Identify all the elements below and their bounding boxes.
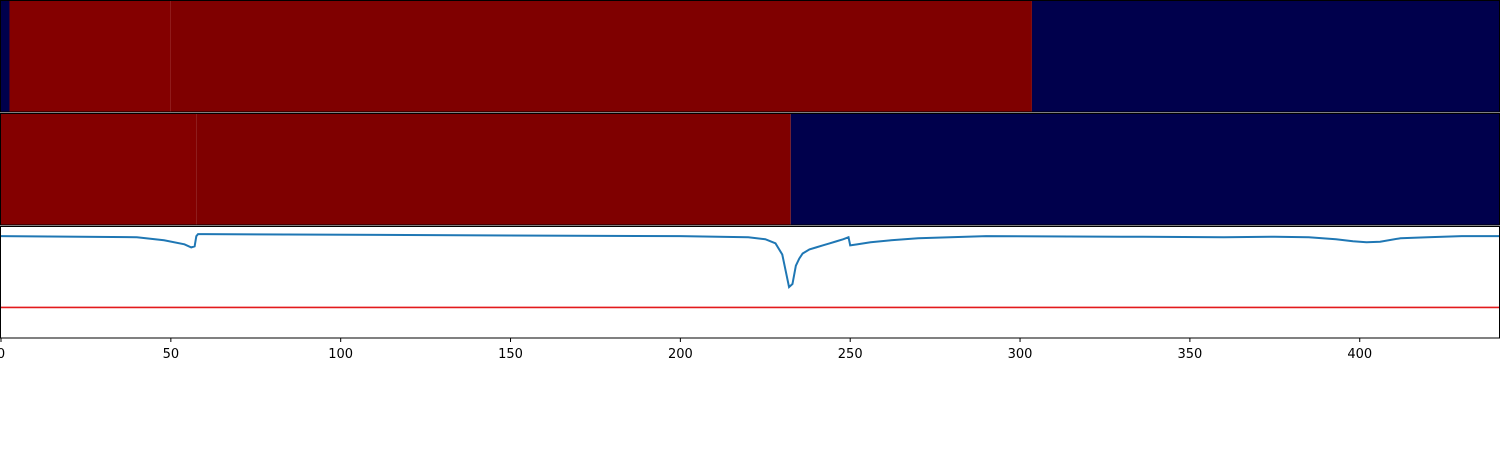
x-tick-label-350: 350	[1177, 347, 1202, 362]
x-tick-label-250: 250	[838, 347, 863, 362]
x-axis: 0 50 100 150 200 250 300 350 400	[0, 338, 1372, 362]
heatmap-cell-row2-seg1	[1, 113, 197, 225]
x-tick-label-300: 300	[1008, 347, 1033, 362]
line-panel	[1, 233, 1499, 309]
heatmap-cell-row1-seg3	[170, 0, 1032, 112]
heatmap-cell-row1-seg1	[1, 0, 10, 112]
x-tick-label-150: 150	[498, 347, 523, 362]
x-tick-label-400: 400	[1347, 347, 1372, 362]
heatmap-panels	[1, 0, 1499, 225]
panel-frame-3	[0, 226, 1500, 339]
heatmap-cell-row1-seg2	[9, 0, 171, 112]
x-tick-label-50: 50	[163, 347, 180, 362]
heatmap-cell-row2-seg3	[790, 113, 1499, 225]
x-tick-label-200: 200	[668, 347, 693, 362]
x-tick-label-100: 100	[328, 347, 353, 362]
heatmap-cell-row2-seg2	[196, 113, 791, 225]
heatmap-cell-row1-seg4	[1031, 0, 1499, 112]
x-tick-label-0: 0	[0, 347, 5, 362]
series-line	[1, 233, 1499, 289]
